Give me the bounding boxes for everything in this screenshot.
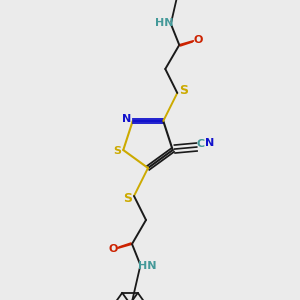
Text: C: C — [197, 139, 205, 149]
Text: O: O — [194, 35, 203, 45]
Text: HN: HN — [155, 18, 173, 28]
Text: O: O — [108, 244, 118, 254]
Text: N: N — [205, 138, 214, 148]
Text: S: S — [113, 146, 121, 156]
Text: S: S — [124, 191, 133, 205]
Text: N: N — [122, 114, 131, 124]
Text: HN: HN — [138, 261, 156, 271]
Text: S: S — [179, 85, 188, 98]
